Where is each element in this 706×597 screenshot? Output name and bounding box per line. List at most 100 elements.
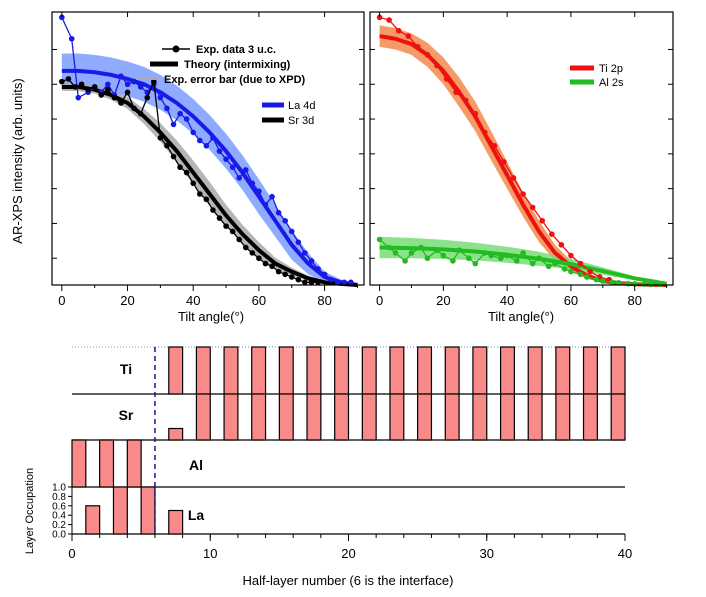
exp-point-sr-3d — [151, 78, 157, 85]
x-tick-label: 60 — [252, 293, 266, 308]
occupation-bar-sr — [555, 393, 571, 441]
exp-point-al-2s — [424, 255, 431, 262]
legend-error-bar: Exp. error bar (due to XPD) — [164, 74, 306, 86]
exp-point-sr-3d — [256, 255, 262, 262]
track-label-ti: Ti — [120, 361, 132, 377]
exp-point-sr-3d — [164, 143, 170, 149]
exp-point-la-4d — [216, 148, 223, 154]
exp-point-ti-2p — [568, 252, 574, 259]
legend-sr3d: Sr 3d — [288, 115, 314, 127]
exp-point-ti-2p — [415, 43, 421, 50]
exp-point-la-4d — [170, 121, 177, 128]
y-tick-label: 0.8 — [52, 492, 66, 503]
exp-point-sr-3d — [118, 100, 124, 106]
exp-point-ti-2p — [491, 143, 498, 149]
exp-point-la-4d — [341, 279, 348, 286]
exp-point-al-2s — [434, 247, 440, 254]
bottom-x-axis-label: Half-layer number (6 is the interface) — [243, 573, 454, 588]
exp-point-sr-3d — [236, 236, 242, 243]
exp-point-sr-3d — [170, 153, 177, 160]
exp-point-ti-2p — [386, 17, 392, 23]
track-label-al: Al — [189, 457, 203, 473]
occupation-bar-ti — [610, 346, 626, 395]
occupation-bar-ti — [306, 346, 322, 395]
exp-point-al-2s — [466, 255, 472, 262]
track-label-la: La — [188, 507, 205, 523]
exp-point-al-2s — [561, 266, 568, 272]
occupation-bar-ti — [527, 346, 543, 395]
exp-point-al-2s — [450, 258, 456, 264]
exp-point-ti-2p — [434, 62, 440, 69]
exp-point-sr-3d — [177, 164, 183, 171]
exp-point-al-2s — [609, 279, 616, 286]
exp-line-sr-3d — [61, 78, 319, 283]
exp-point-al-2s — [386, 244, 392, 251]
exp-point-ti-2p — [520, 191, 526, 197]
occupation-bar-sr — [334, 393, 350, 441]
exp-point-la-4d — [68, 35, 75, 42]
x-axis-label-left: Tilt angle(°) — [178, 309, 244, 324]
exp-point-la-4d — [124, 81, 131, 88]
band-la-4d — [61, 53, 358, 286]
exp-point-al-2s — [615, 280, 622, 286]
exp-point-la-4d — [118, 73, 124, 80]
exp-point-sr-3d — [137, 110, 144, 117]
exp-point-al-2s — [440, 252, 447, 259]
x-tick-label: 0 — [376, 293, 383, 308]
exp-point-sr-3d — [216, 215, 223, 221]
exp-point-al-2s — [552, 260, 558, 267]
exp-point-la-4d — [137, 84, 144, 90]
exp-point-ti-2p — [482, 129, 488, 136]
exp-point-ti-2p — [587, 268, 593, 275]
exp-point-ti-2p — [462, 97, 469, 104]
band-ti-2p — [379, 25, 667, 285]
x-tick-label: 20 — [341, 546, 355, 561]
occupation-bar-al — [99, 439, 115, 488]
x-tick-label: 40 — [186, 293, 200, 308]
exp-point-la-4d — [321, 271, 328, 278]
legend-right: Ti 2p Al 2s — [570, 63, 624, 89]
exp-point-ti-2p — [501, 159, 507, 165]
y-tick-label: 0.0 — [52, 530, 66, 541]
legend-theory: Theory (intermixing) — [184, 59, 291, 71]
x-tick-label: 20 — [436, 293, 450, 308]
exp-point-sr-3d — [295, 276, 302, 283]
occupation-bar-sr — [582, 393, 598, 441]
exp-point-la-4d — [223, 156, 229, 163]
occupation-bar-al — [71, 439, 87, 488]
exp-point-ti-2p — [453, 89, 459, 96]
occupation-bar-sr — [278, 393, 294, 441]
occupation-bar-la — [85, 505, 101, 535]
legend-ti2p: Ti 2p — [599, 63, 623, 75]
exp-point-la-4d — [203, 143, 210, 149]
occupation-bar-la — [112, 486, 128, 535]
exp-point-la-4d — [183, 116, 190, 122]
x-tick-label: 80 — [627, 293, 641, 308]
exp-point-ti-2p — [539, 217, 546, 224]
track-label-sr: Sr — [119, 407, 134, 423]
exp-point-la-4d — [256, 188, 262, 195]
exp-point-la-4d — [105, 81, 111, 88]
x-tick-label: 60 — [564, 293, 578, 308]
exp-point-la-4d — [328, 276, 334, 283]
y-tick-label: 0.6 — [52, 501, 66, 512]
exp-point-al-2s — [472, 260, 479, 267]
left-panel: 0 20 40 60 80 — [51, 11, 365, 308]
exp-point-sr-3d — [302, 279, 308, 286]
occupation-bar-sr — [306, 393, 322, 441]
occupation-bar-sr — [527, 393, 543, 441]
x-tick-label: 0 — [58, 293, 65, 308]
occupation-bar-ti — [168, 346, 184, 395]
theory-line-al-2s — [379, 245, 667, 286]
exp-point-la-4d — [282, 217, 288, 224]
legend-la4d: La 4d — [288, 100, 316, 112]
x-tick-label: 10 — [203, 546, 217, 561]
exp-point-la-4d — [302, 250, 308, 256]
exp-point-ti-2p — [510, 175, 517, 181]
exp-point-ti-2p — [558, 242, 565, 248]
exp-point-al-2s — [497, 255, 504, 262]
exp-point-al-2s — [600, 278, 606, 284]
exp-point-sr-3d — [269, 263, 275, 270]
exp-point-la-4d — [177, 110, 183, 117]
